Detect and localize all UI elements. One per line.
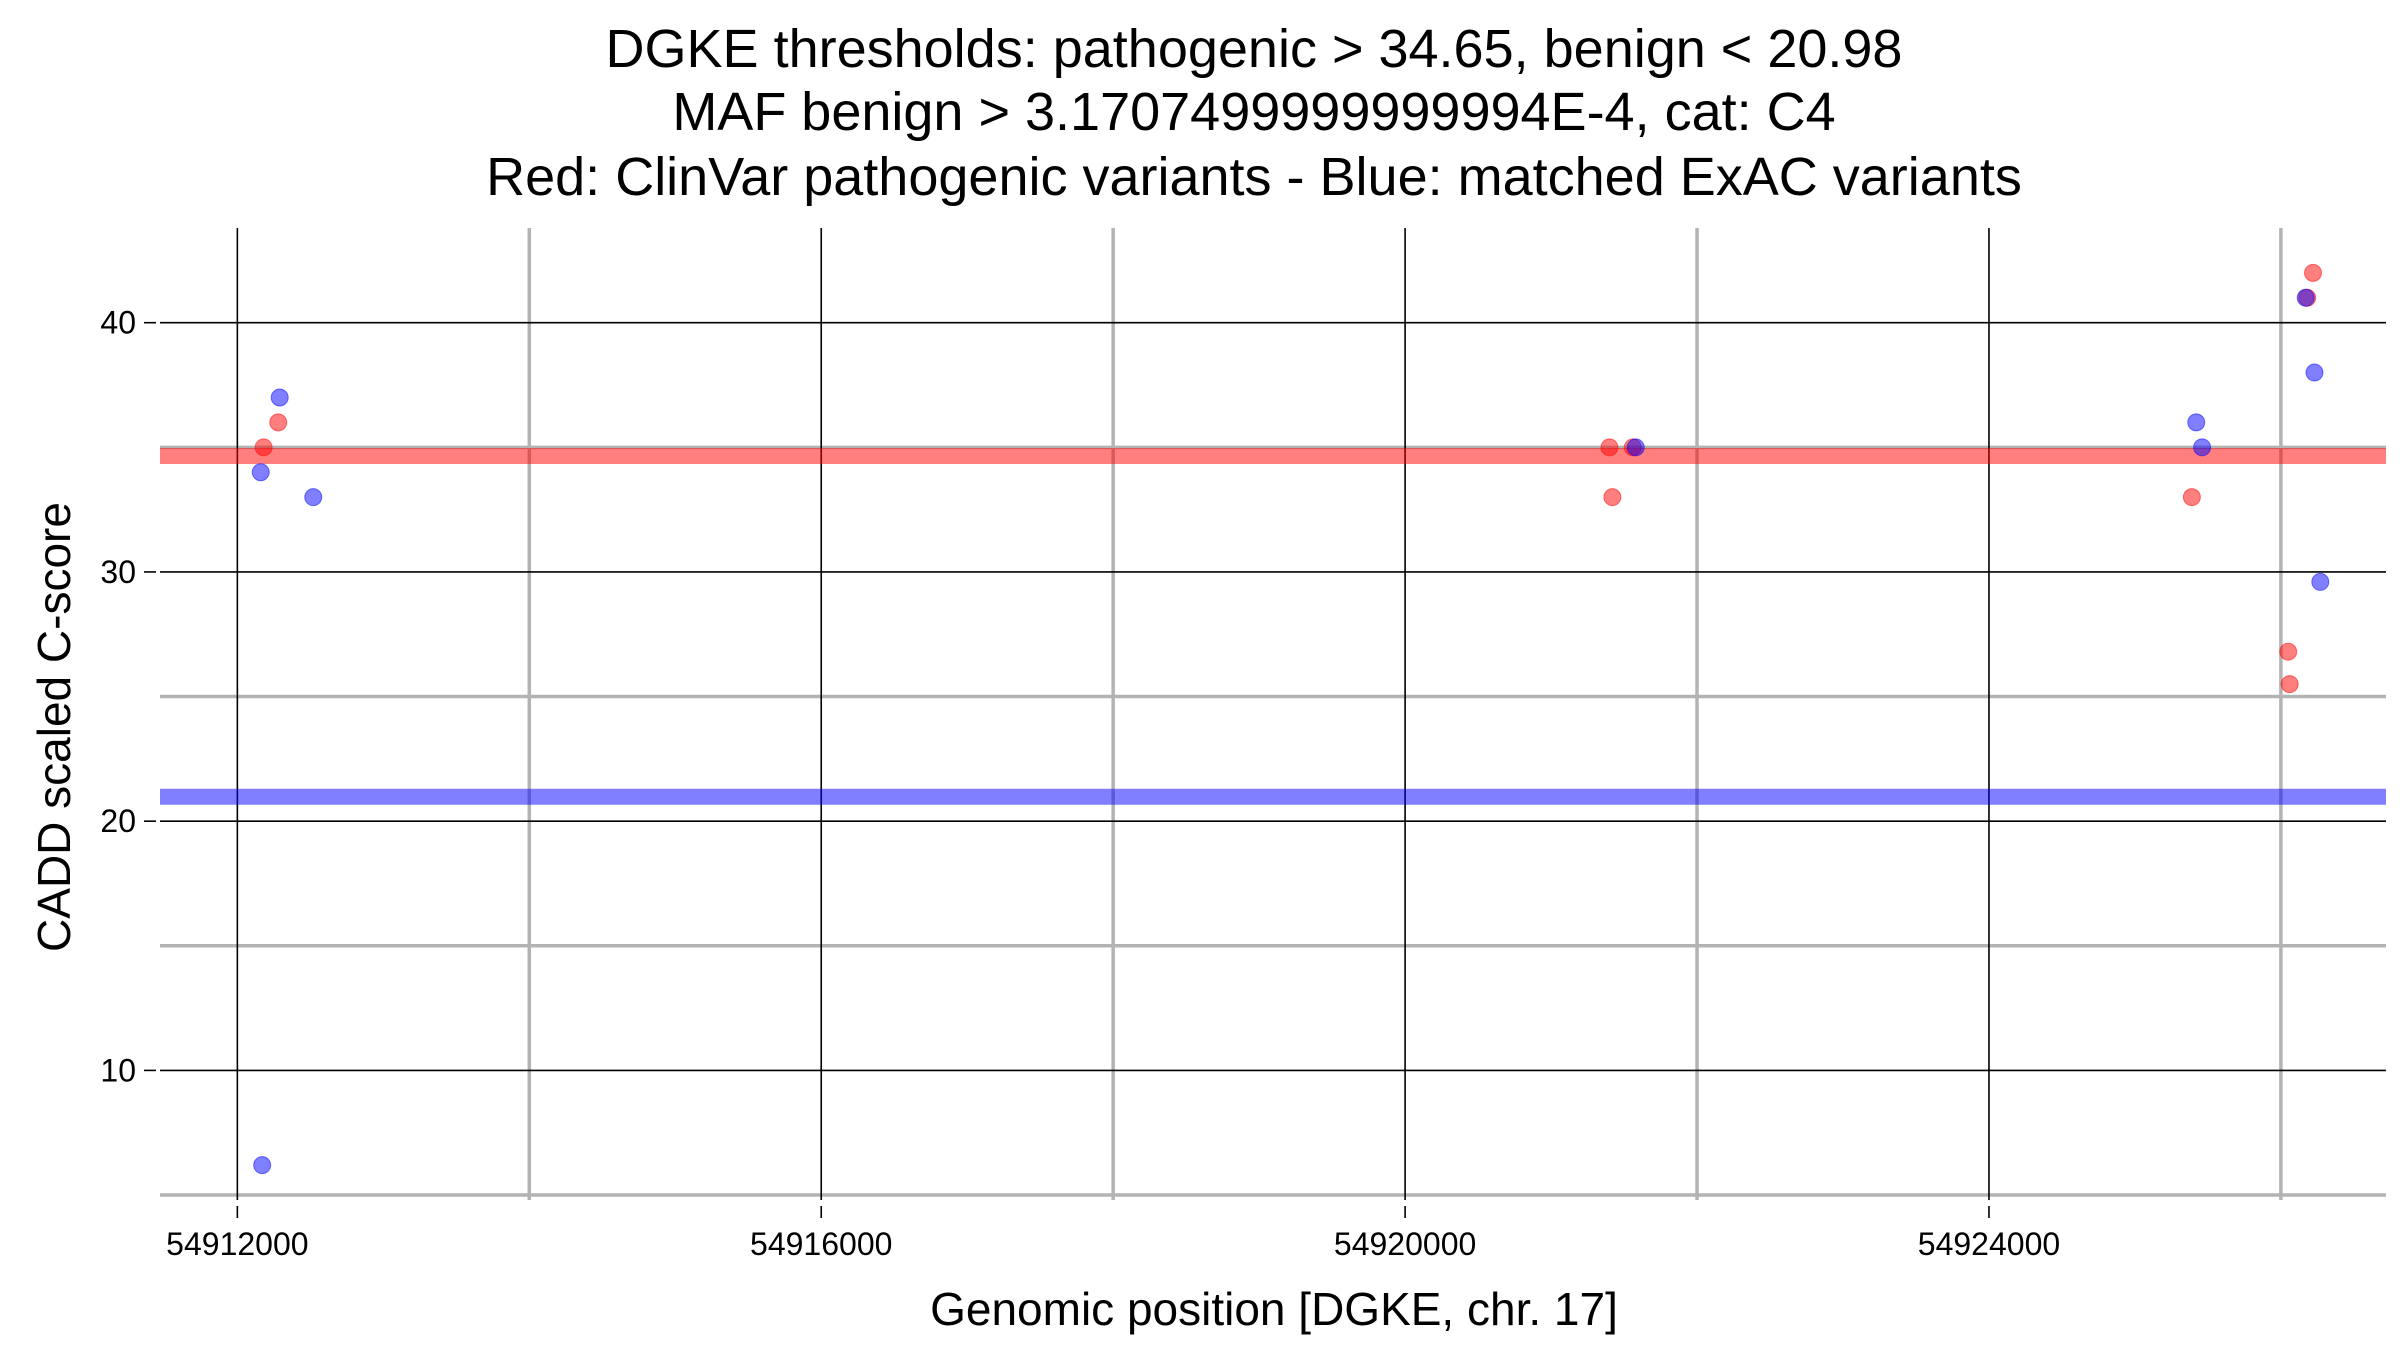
exac-point xyxy=(2311,572,2330,591)
y-tick-label: 20 xyxy=(100,803,136,839)
exac-point xyxy=(251,463,270,482)
clinvar-point xyxy=(2279,642,2298,661)
x-axis-label: Genomic position [DGKE, chr. 17] xyxy=(930,1283,1618,1335)
clinvar-point xyxy=(1603,488,1622,507)
axis-ticks: 54912000 54916000 54920000 54924000 10 20 30 40 xyxy=(100,305,2060,1262)
chart-title: DGKE thresholds: pathogenic > 34.65, ben… xyxy=(486,19,2022,207)
y-tick-label: 40 xyxy=(100,305,136,341)
title-line-2: MAF benign > 3.1707499999999994E-4, cat:… xyxy=(672,82,1835,142)
minor-gridlines xyxy=(160,228,2386,1200)
y-tick-label: 30 xyxy=(100,554,136,590)
exac-point xyxy=(2193,438,2212,457)
data-points xyxy=(251,263,2330,1175)
x-tick-label: 54920000 xyxy=(1334,1226,1476,1262)
clinvar-point xyxy=(2182,488,2201,507)
clinvar-point xyxy=(2304,263,2323,282)
exac-point xyxy=(2296,288,2315,307)
clinvar-point xyxy=(2280,675,2299,694)
exac-point xyxy=(270,388,289,407)
exac-point xyxy=(253,1156,272,1175)
title-line-1: DGKE thresholds: pathogenic > 34.65, ben… xyxy=(606,19,1903,79)
major-gridlines xyxy=(160,228,2386,1200)
exac-point xyxy=(1626,438,1645,457)
y-axis-label: CADD scaled C-score xyxy=(28,502,80,952)
y-tick-label: 10 xyxy=(100,1052,136,1088)
exac-point xyxy=(2305,363,2324,382)
x-tick-label: 54924000 xyxy=(1918,1226,2060,1262)
title-line-3: Red: ClinVar pathogenic variants - Blue:… xyxy=(486,147,2022,207)
clinvar-point xyxy=(269,413,288,432)
x-tick-label: 54916000 xyxy=(750,1226,892,1262)
exac-point xyxy=(304,488,323,507)
exac-point xyxy=(2187,413,2206,432)
threshold-lines xyxy=(160,448,2386,805)
clinvar-point xyxy=(254,438,273,457)
clinvar-point xyxy=(1600,438,1619,457)
x-tick-label: 54912000 xyxy=(166,1226,308,1262)
